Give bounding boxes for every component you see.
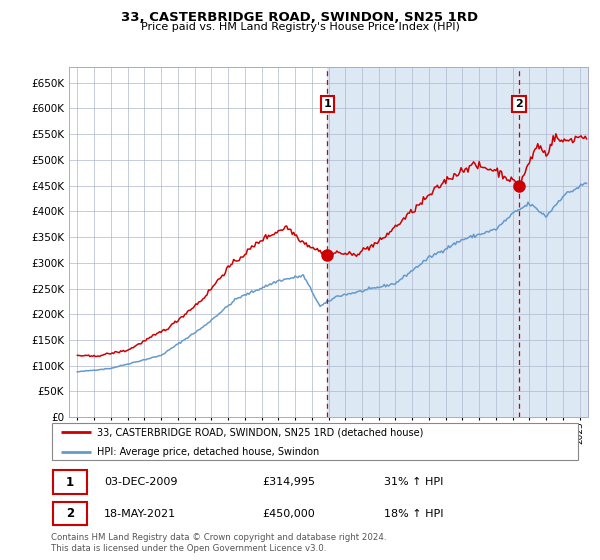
FancyBboxPatch shape	[53, 470, 87, 494]
Text: 33, CASTERBRIDGE ROAD, SWINDON, SN25 1RD (detached house): 33, CASTERBRIDGE ROAD, SWINDON, SN25 1RD…	[97, 427, 424, 437]
Bar	[327, 67, 588, 417]
Text: Price paid vs. HM Land Registry's House Price Index (HPI): Price paid vs. HM Land Registry's House …	[140, 22, 460, 32]
Text: HPI: Average price, detached house, Swindon: HPI: Average price, detached house, Swin…	[97, 446, 320, 456]
FancyBboxPatch shape	[53, 502, 87, 525]
Text: 2: 2	[515, 99, 523, 109]
Text: 1: 1	[323, 99, 331, 109]
Text: Contains HM Land Registry data © Crown copyright and database right 2024.
This d: Contains HM Land Registry data © Crown c…	[51, 533, 386, 553]
Text: 18-MAY-2021: 18-MAY-2021	[104, 508, 176, 519]
FancyBboxPatch shape	[52, 423, 578, 460]
Text: 2: 2	[66, 507, 74, 520]
Text: 31% ↑ HPI: 31% ↑ HPI	[383, 477, 443, 487]
Text: £450,000: £450,000	[262, 508, 315, 519]
Text: 1: 1	[66, 475, 74, 489]
Text: 03-DEC-2009: 03-DEC-2009	[104, 477, 178, 487]
Text: 18% ↑ HPI: 18% ↑ HPI	[383, 508, 443, 519]
Text: £314,995: £314,995	[262, 477, 315, 487]
Text: 33, CASTERBRIDGE ROAD, SWINDON, SN25 1RD: 33, CASTERBRIDGE ROAD, SWINDON, SN25 1RD	[121, 11, 479, 24]
